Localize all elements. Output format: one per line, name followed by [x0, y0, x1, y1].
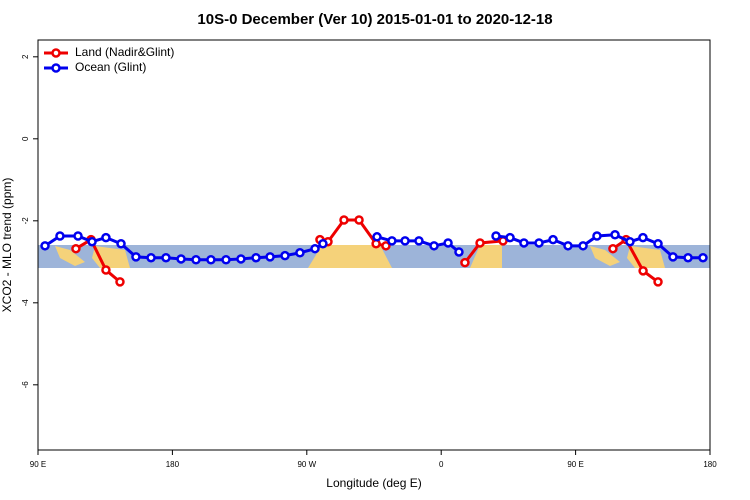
x-tick-label: 0 — [439, 460, 444, 469]
data-point — [310, 243, 320, 254]
data-point — [265, 252, 275, 262]
data-point — [387, 236, 397, 246]
data-point — [638, 266, 648, 276]
x-tick-label: 90 E — [567, 460, 583, 469]
data-point — [443, 238, 453, 248]
data-point — [475, 238, 485, 248]
data-point — [381, 241, 391, 251]
legend-label: Land (Nadir&Glint) — [75, 45, 174, 59]
data-point — [548, 234, 558, 245]
data-point — [71, 243, 81, 254]
x-tick-label: 180 — [166, 460, 180, 469]
data-point — [161, 252, 171, 263]
legend-marker — [51, 63, 61, 73]
data-point — [191, 255, 201, 265]
data-point — [318, 239, 328, 249]
y-tick-label: 0 — [21, 136, 30, 141]
data-point — [429, 241, 439, 251]
data-point — [55, 231, 65, 241]
data-point — [87, 236, 97, 247]
data-point — [101, 232, 111, 243]
data-point — [115, 277, 125, 287]
data-point — [592, 231, 602, 241]
data-point — [101, 265, 111, 275]
land-map — [55, 245, 665, 268]
data-point — [176, 254, 186, 264]
data-point — [625, 236, 635, 247]
data-point — [505, 232, 515, 243]
data-point — [251, 252, 261, 263]
y-tick-label: -6 — [21, 381, 30, 389]
data-point — [563, 241, 573, 251]
x-axis-label: Longitude (deg E) — [326, 476, 421, 490]
data-point — [372, 232, 382, 242]
chart-title: 10S-0 December (Ver 10) 2015-01-01 to 20… — [197, 11, 552, 28]
data-point — [460, 257, 470, 268]
data-point — [698, 252, 708, 263]
data-point — [491, 231, 501, 241]
data-point — [131, 252, 141, 262]
data-point — [295, 248, 305, 258]
legend-label: Ocean (Glint) — [75, 60, 146, 74]
x-tick-label: 90 E — [30, 460, 46, 469]
data-point — [668, 252, 678, 262]
data-point — [414, 236, 424, 246]
data-point — [534, 238, 544, 248]
data-point — [116, 239, 126, 249]
data-point — [519, 238, 529, 248]
data-point — [206, 255, 216, 265]
data-point — [653, 277, 663, 287]
data-point — [683, 252, 693, 263]
data-point — [454, 247, 464, 257]
data-point — [653, 239, 663, 249]
data-point — [73, 231, 83, 241]
y-tick-label: -4 — [21, 299, 30, 307]
y-axis-label: XCO2 - MLO trend (ppm) — [0, 178, 14, 313]
data-point — [578, 241, 588, 251]
data-point — [236, 254, 246, 264]
plot-frame — [37, 39, 711, 451]
data-point — [40, 241, 50, 251]
data-point — [221, 255, 231, 265]
x-tick-label: 90 W — [297, 460, 316, 469]
y-tick-label: -2 — [21, 217, 30, 225]
legend-marker — [51, 48, 61, 58]
data-point — [339, 215, 349, 225]
series-line — [75, 218, 659, 284]
data-point — [608, 243, 618, 254]
data-point — [146, 252, 156, 263]
y-tick-label: 2 — [21, 54, 30, 59]
data-point — [400, 236, 410, 246]
data-point — [610, 230, 620, 240]
x-tick-label: 180 — [703, 460, 717, 469]
data-point — [638, 232, 648, 243]
data-point — [280, 250, 290, 261]
data-point — [354, 215, 364, 225]
